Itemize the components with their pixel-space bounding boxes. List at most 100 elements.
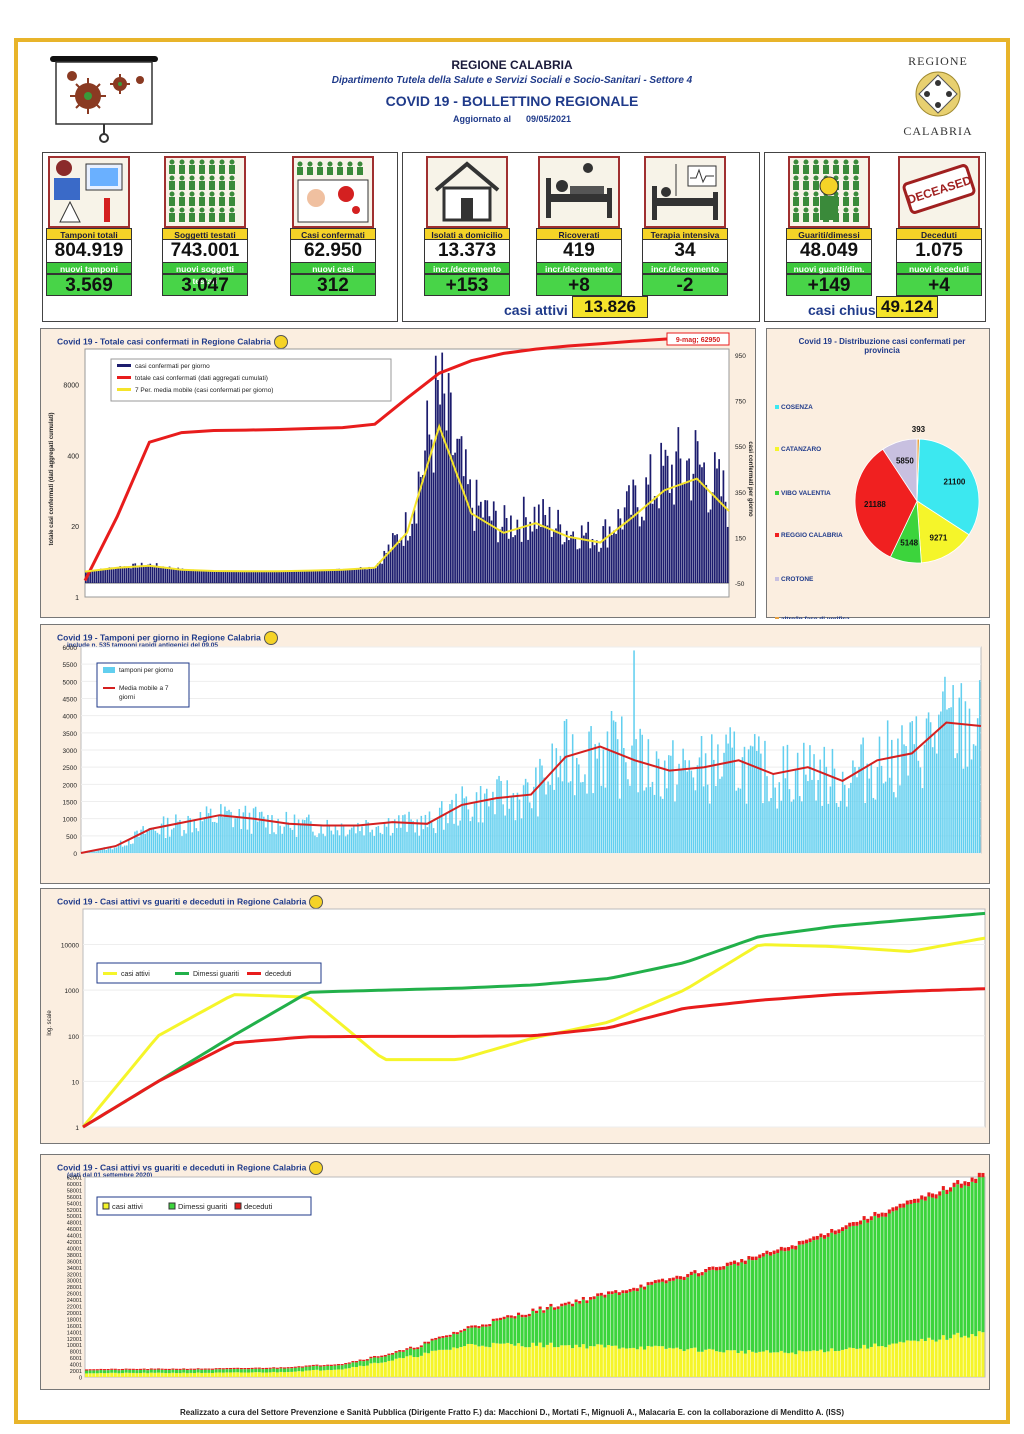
- chart1-daily-bar: [604, 519, 607, 583]
- chart3-legend-label: giorni: [119, 694, 135, 701]
- chart5-recovered-bar: [311, 1366, 315, 1371]
- chart5-active-bar: [736, 1352, 740, 1377]
- chart5-recovered-bar: [567, 1304, 571, 1346]
- chart3-swab-bar: [659, 796, 662, 853]
- chart1-daily-bar: [89, 571, 92, 583]
- active-cases-value: 13.826: [572, 296, 648, 318]
- chart5-deceased-bar: [135, 1368, 139, 1371]
- chart5-recovered-bar: [466, 1328, 470, 1344]
- chart3-swab-bar: [960, 683, 963, 853]
- chart3-swab-bar: [107, 846, 110, 853]
- chart5-deceased-bar: [412, 1347, 416, 1350]
- chart5-deceased-bar: [427, 1341, 431, 1344]
- chart5-active-bar: [707, 1348, 711, 1377]
- pie-legend-swatch: [775, 491, 779, 495]
- chart1-daily-bar: [430, 439, 433, 583]
- chart3-swab-bar: [612, 720, 615, 853]
- chart3-swab-bar: [154, 830, 157, 853]
- chart5-y-tick: 0: [79, 1376, 82, 1382]
- chart5-deceased-bar: [664, 1280, 668, 1284]
- chart5-active-bar: [106, 1373, 110, 1377]
- chart3-swab-bar: [314, 835, 316, 853]
- chart3-swab-bar: [117, 844, 120, 853]
- chart3-swab-bar: [663, 760, 666, 853]
- chart5-recovered-bar: [682, 1279, 686, 1351]
- chart1-daily-bar: [482, 517, 484, 583]
- chart5-deceased-bar: [92, 1369, 96, 1371]
- chart5-deceased-bar: [866, 1218, 870, 1223]
- chart1-daily-bar: [535, 528, 538, 583]
- chart3-swab-bar: [267, 814, 269, 853]
- chart3-swab-bar: [829, 786, 832, 853]
- chart1-daily-bar: [679, 458, 682, 583]
- chart3-swab-bar: [195, 828, 198, 853]
- chart1-daily-bar: [303, 570, 306, 583]
- chart3-swab-bar: [805, 774, 807, 853]
- chart5-recovered-bar: [149, 1369, 153, 1373]
- chart5-deceased-bar: [815, 1235, 819, 1240]
- chart5-deceased-bar: [362, 1359, 366, 1362]
- chart3-swab-bar: [862, 737, 864, 853]
- chart5-active-bar: [88, 1373, 92, 1377]
- chart1-daily-bar: [484, 500, 486, 583]
- chart5-recovered-bar: [405, 1349, 409, 1357]
- chart1-daily-bar: [454, 452, 456, 583]
- chart1-daily-bar: [288, 570, 291, 583]
- chart5-active-bar: [794, 1354, 798, 1377]
- chart3-swab-bar: [113, 847, 116, 853]
- chart5-deceased-bar: [599, 1292, 603, 1296]
- chart5-deceased-bar: [207, 1368, 211, 1370]
- chart5-deceased-bar: [131, 1368, 135, 1370]
- chart5-deceased-bar: [311, 1364, 315, 1367]
- chart3-swab-bar: [584, 774, 586, 853]
- chart5-active-bar: [268, 1372, 272, 1377]
- chart3-swab-bar: [874, 799, 877, 853]
- chart3-swab-bar: [629, 785, 631, 853]
- chart3-swab-bar: [580, 782, 582, 853]
- chart5-active-bar: [319, 1370, 323, 1377]
- chart5-recovered-bar: [610, 1294, 614, 1346]
- chart5-recovered-bar: [765, 1254, 769, 1351]
- chart5-deceased-bar: [211, 1368, 215, 1370]
- chart5-active-bar: [747, 1350, 751, 1377]
- chart5-active-bar: [160, 1372, 164, 1377]
- chart5-y-tick: 54001: [67, 1201, 82, 1207]
- chart5-recovered-bar: [700, 1275, 704, 1352]
- chart5-active-bar: [617, 1348, 621, 1377]
- hospital-bed-icon: [538, 156, 620, 228]
- chart5-y-tick: 48001: [67, 1221, 82, 1227]
- pie-legend-label: CROTONE: [781, 576, 814, 583]
- pie-value-label: 9271: [930, 533, 948, 542]
- chart1-daily-bar: [415, 523, 418, 583]
- chart1-annotation: 9-mag; 62950: [676, 337, 720, 344]
- chart5-recovered-bar: [416, 1348, 420, 1358]
- chart5-recovered-bar: [596, 1296, 600, 1345]
- chart5-recovered-bar: [448, 1336, 452, 1350]
- chart3-swab-bar: [651, 781, 654, 853]
- lab-test-icon: [48, 156, 130, 228]
- kpi-delta-label: incr./decremento: [642, 262, 728, 274]
- chart5-active-bar: [329, 1370, 333, 1377]
- chart3-swab-bar: [858, 766, 860, 853]
- chart3-swab-bar: [684, 760, 686, 853]
- chart5-recovered-bar: [866, 1222, 870, 1349]
- pie-slice: [916, 500, 970, 564]
- chart1-daily-bar: [673, 504, 675, 583]
- chart5-active-bar: [686, 1349, 690, 1377]
- chart3-swab-bar: [674, 801, 676, 853]
- chart5-recovered-bar: [628, 1291, 632, 1349]
- chart3-swab-bar: [753, 734, 756, 853]
- chart5-active-bar: [718, 1351, 722, 1377]
- chart5-active-bar: [481, 1345, 485, 1377]
- chart3-swab-bar: [760, 753, 762, 853]
- chart1-daily-bar: [696, 441, 699, 583]
- chart3-swab-bar: [164, 837, 167, 853]
- kpi-label: Deceduti: [896, 228, 982, 240]
- chart3-swab-bar: [618, 798, 621, 853]
- kpi-delta: +153: [424, 274, 510, 296]
- chart1-daily-bar: [192, 569, 195, 583]
- chart3-swab-bar: [974, 745, 977, 853]
- chart5-recovered-bar: [441, 1337, 445, 1350]
- chart3-swab-bar: [692, 777, 695, 853]
- chart5-active-bar: [293, 1371, 297, 1377]
